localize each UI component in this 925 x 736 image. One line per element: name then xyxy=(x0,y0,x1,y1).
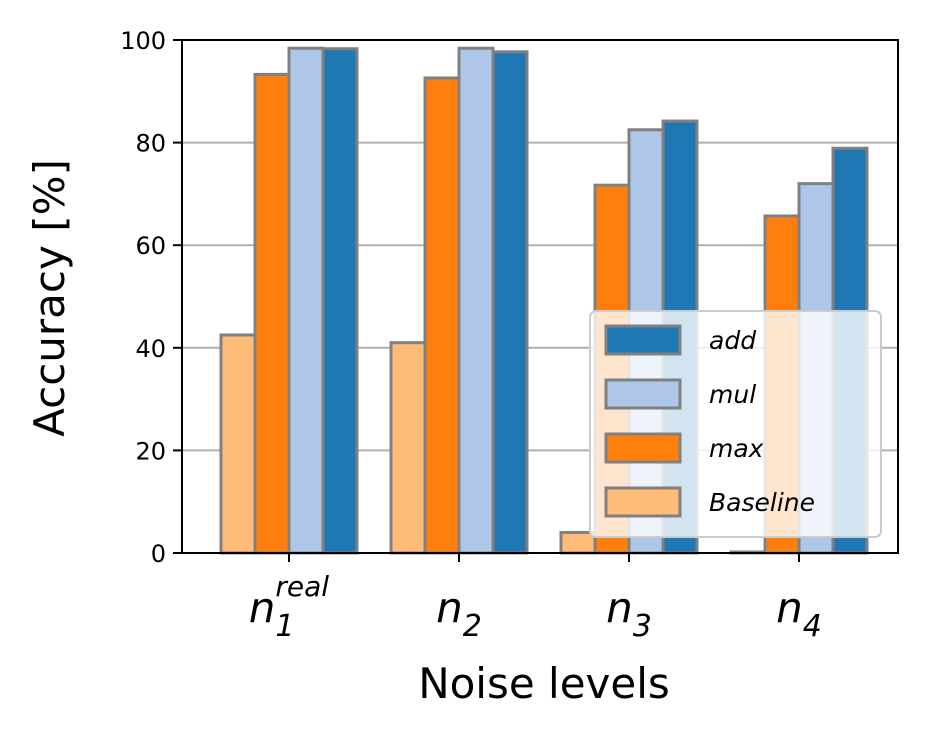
x-tick-label-base: n xyxy=(606,583,633,632)
legend-label-add: add xyxy=(709,326,756,355)
legend-swatch-baseline xyxy=(604,486,682,518)
legend: add mul max Baseline xyxy=(589,310,882,538)
legend-label-baseline: Baseline xyxy=(709,488,815,517)
bar-add-2 xyxy=(491,50,529,555)
svg-text:n3: n3 xyxy=(606,583,652,644)
y-tick-label: 100 xyxy=(120,27,166,55)
x-tick-label-base: n xyxy=(776,583,803,632)
bar-baseline-3 xyxy=(559,530,597,555)
x-tick-label-sup: real xyxy=(275,570,329,603)
bar-max-1 xyxy=(253,72,291,555)
svg-text:n1real: n1 real xyxy=(249,570,330,644)
legend-swatch-add xyxy=(604,324,682,356)
x-axis: n1real n2 n3 n4 xyxy=(249,553,822,644)
x-tick-label: n4 xyxy=(776,583,822,644)
y-tick-label: 0 xyxy=(151,540,166,568)
svg-text:n2: n2 xyxy=(436,583,482,644)
legend-box xyxy=(589,310,882,538)
y-axis-title: Accuracy [%] xyxy=(25,159,74,437)
x-tick-label-sub: 3 xyxy=(633,609,652,644)
x-tick-label: n3 xyxy=(606,583,652,644)
x-axis-title: Noise levels xyxy=(418,659,670,708)
legend-label-mul: mul xyxy=(709,380,756,409)
x-tick-label-sub: 2 xyxy=(463,609,482,644)
bar-add-1 xyxy=(321,47,359,555)
y-tick-label: 60 xyxy=(135,232,166,260)
y-tick-label: 20 xyxy=(135,437,166,465)
bar-mul-1 xyxy=(287,46,325,555)
x-tick-label: n2 xyxy=(436,583,482,644)
bar-mul-2 xyxy=(457,46,495,555)
y-tick-label: 80 xyxy=(135,130,166,158)
x-tick-label: n1 real xyxy=(249,570,330,644)
legend-swatch-mul xyxy=(604,378,682,410)
x-tick-label-sub: 1 xyxy=(275,609,294,644)
y-axis: 0 20 40 60 80 100 xyxy=(120,27,182,568)
x-tick-label-base: n xyxy=(436,583,463,632)
plot-frame xyxy=(181,39,899,554)
x-tick-label-base: n xyxy=(249,583,276,632)
y-tick-label: 40 xyxy=(135,335,166,363)
svg-text:n4: n4 xyxy=(776,583,822,644)
legend-swatch-max xyxy=(604,432,682,464)
x-tick-label-sub: 4 xyxy=(803,609,822,644)
legend-label-max: max xyxy=(709,434,764,463)
bar-baseline-2 xyxy=(389,341,427,555)
bar-baseline-1 xyxy=(219,333,257,555)
bar-max-2 xyxy=(423,76,461,555)
